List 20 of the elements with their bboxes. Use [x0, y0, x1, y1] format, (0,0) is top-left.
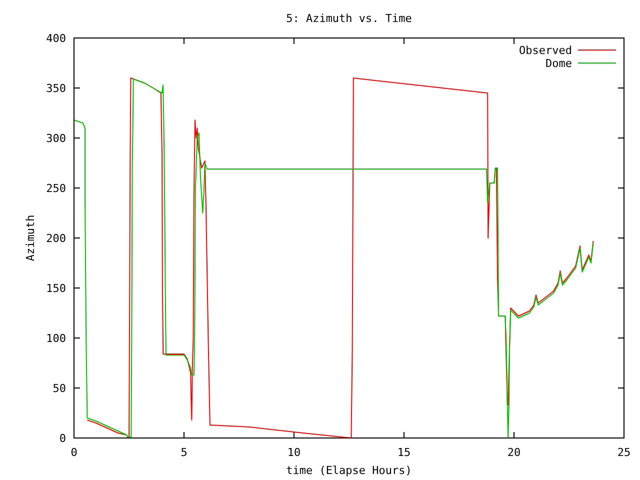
chart-title: 5: Azimuth vs. Time — [286, 12, 412, 25]
x-tick-label: 0 — [70, 446, 78, 459]
x-tick-label: 25 — [617, 446, 631, 459]
y-tick-label: 150 — [46, 282, 66, 295]
legend-label: Observed — [519, 44, 572, 57]
x-tick-label: 5 — [180, 446, 188, 459]
y-axis-title: Azimuth — [24, 214, 37, 262]
y-tick-label: 0 — [59, 432, 66, 445]
y-tick-label: 350 — [46, 82, 66, 95]
y-tick-label: 100 — [46, 332, 66, 345]
legend-label: Dome — [546, 57, 572, 70]
x-axis-title: time (Elapse Hours) — [286, 464, 412, 477]
x-tick-label: 15 — [397, 446, 411, 459]
x-tick-label: 10 — [287, 446, 301, 459]
x-tick-label: 20 — [507, 446, 521, 459]
y-tick-label: 200 — [46, 232, 66, 245]
y-tick-label: 50 — [52, 382, 66, 395]
y-tick-label: 400 — [46, 32, 66, 45]
y-tick-label: 250 — [46, 182, 66, 195]
y-tick-label: 300 — [46, 132, 66, 145]
